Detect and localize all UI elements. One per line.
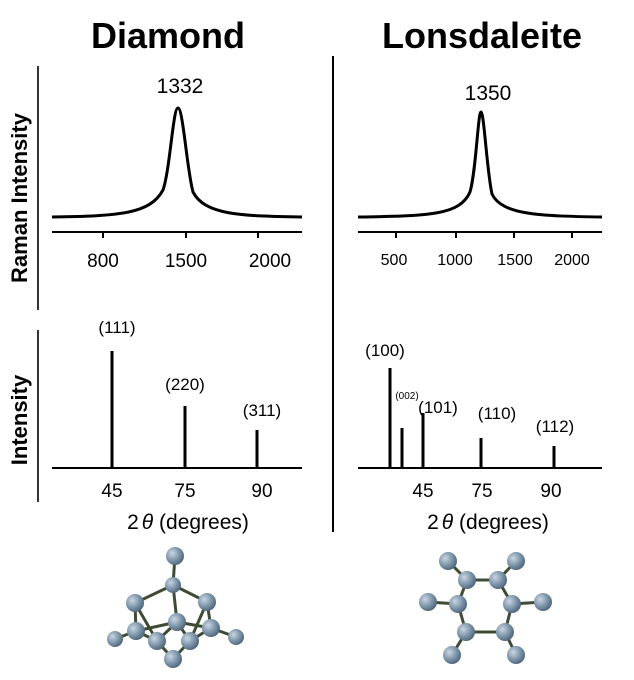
diamond-raman-peak-label: 1332 bbox=[157, 75, 204, 98]
diamond-xrd-peak-label: (220) bbox=[165, 375, 205, 394]
lonsdaleite-xrd-tick: 90 bbox=[540, 481, 561, 502]
lonsdaleite-xrd-peak-label: (110) bbox=[478, 404, 516, 423]
lonsdaleite-xrd-peak-label: (100) bbox=[365, 341, 405, 360]
lonsdaleite-xrd-tick: 45 bbox=[412, 481, 433, 502]
diamond-raman-tick: 2000 bbox=[249, 251, 291, 272]
diamond-title: Diamond bbox=[91, 15, 245, 56]
diamond-xrd-tick: 45 bbox=[101, 481, 122, 502]
diamond-raman-tick: 800 bbox=[87, 251, 119, 272]
lonsdaleite-xrd-peak-label: (112) bbox=[536, 417, 574, 436]
lonsdaleite-raman-peak-label: 1350 bbox=[465, 82, 512, 105]
lonsdaleite-raman-tick: 500 bbox=[381, 252, 408, 269]
lonsdaleite-raman-tick: 1500 bbox=[497, 252, 533, 269]
diamond-raman-tick: 1500 bbox=[165, 251, 207, 272]
lonsdaleite-raman-curve bbox=[357, 110, 603, 219]
diamond-raman-curve bbox=[51, 106, 303, 219]
diamond-xrd-tick: 75 bbox=[174, 481, 195, 502]
lonsdaleite-xrd-tick: 75 bbox=[471, 481, 492, 502]
raman-intensity-label: Raman Intensity bbox=[7, 112, 32, 283]
diamond-xrd-peak-label: (311) bbox=[243, 401, 281, 420]
lonsdaleite-atoms bbox=[419, 552, 552, 664]
lonsdaleite-raman-tick: 1000 bbox=[437, 252, 473, 269]
lonsdaleite-xrd-peak-label: (002) bbox=[395, 391, 418, 402]
lonsdaleite-structure bbox=[426, 559, 545, 657]
lonsdaleite-raman-tick: 2000 bbox=[554, 252, 590, 269]
xrd-intensity-label: Intensity bbox=[7, 374, 32, 465]
lonsdaleite-title: Lonsdaleite bbox=[382, 15, 582, 56]
lonsdaleite-xrd-peak-label: (101) bbox=[418, 398, 458, 417]
diamond-xrd-peak-label: (111) bbox=[98, 318, 135, 337]
diamond-atoms bbox=[107, 547, 244, 668]
diamond-xrd-tick: 90 bbox=[251, 481, 272, 502]
